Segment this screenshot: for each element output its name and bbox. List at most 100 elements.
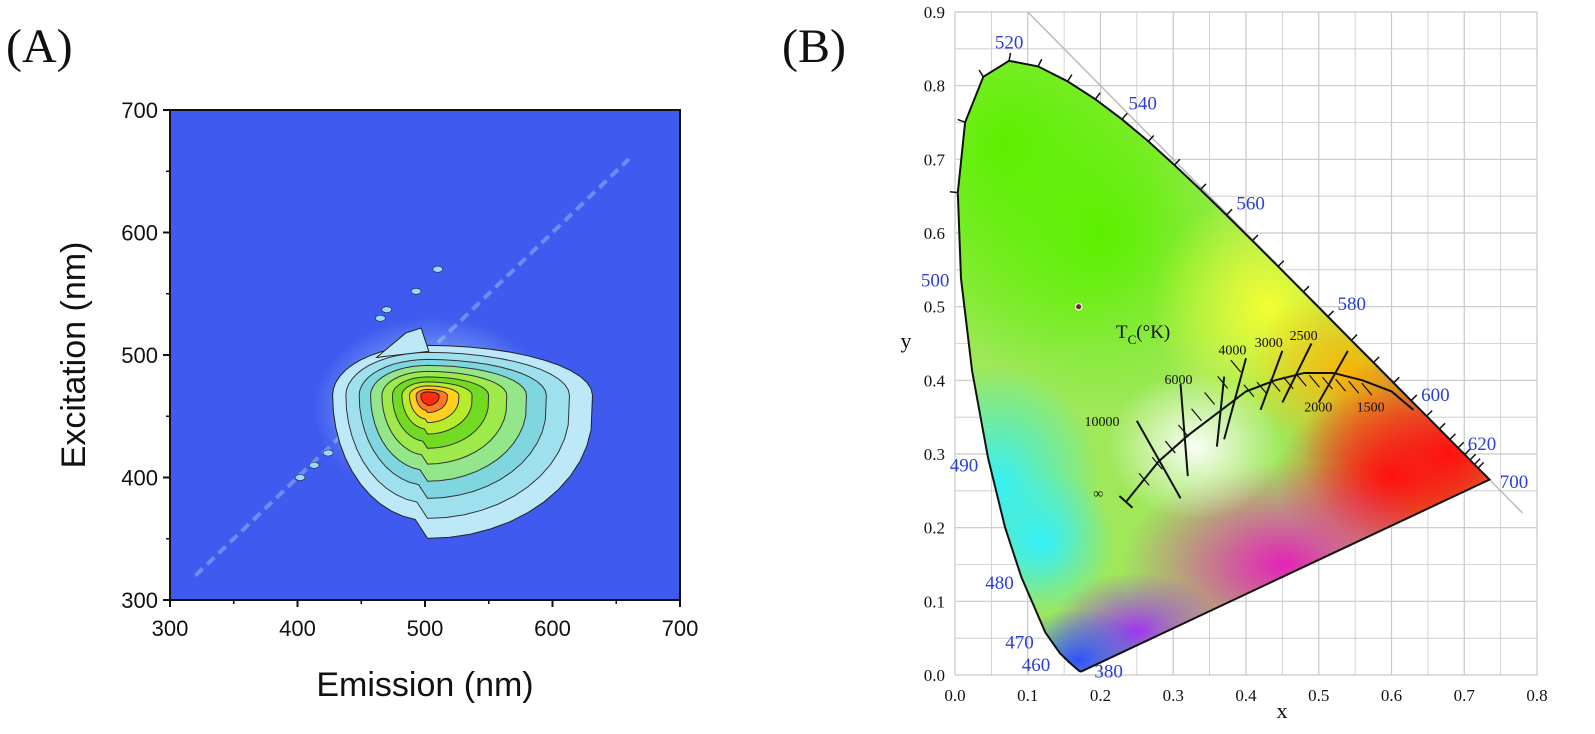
locus-tick — [1225, 208, 1233, 216]
locus-tick — [1173, 158, 1181, 166]
locus-tick — [1277, 260, 1285, 267]
locus-tick — [1464, 448, 1471, 456]
cct-label: 3000 — [1255, 336, 1283, 351]
scatter-island — [381, 306, 393, 313]
cie-y-tick-label: 0.6 — [924, 224, 945, 243]
planck-tick — [1243, 384, 1255, 398]
cct-label: 4000 — [1218, 344, 1246, 359]
wavelength-label: 470 — [1005, 632, 1033, 653]
planck-tick — [1348, 380, 1360, 394]
wavelength-label: 600 — [1421, 385, 1450, 406]
locus-tick — [1449, 433, 1456, 441]
scatter-island — [375, 314, 386, 322]
isotherm-line — [1223, 357, 1247, 440]
locus-tick — [1438, 422, 1446, 430]
cie-y-tick-label: 0.2 — [924, 519, 945, 538]
wavelength-label: 460 — [1022, 655, 1051, 676]
wavelength-label: 480 — [985, 573, 1014, 594]
cie-x-tick-label: 0.1 — [1017, 686, 1038, 705]
cie-y-tick-label: 0.4 — [924, 371, 946, 390]
locus-title: TC(°K) — [1116, 322, 1170, 347]
locus-tick — [1066, 74, 1073, 82]
locus-tick — [1457, 441, 1465, 449]
cie-y-tick-label: 0.5 — [924, 298, 945, 317]
spectral-locus — [949, 52, 1492, 673]
locus-tick — [949, 191, 958, 194]
planck-tick — [1164, 440, 1176, 454]
isotherm-line — [1179, 383, 1189, 477]
planck-tick — [1204, 392, 1216, 405]
cie-y-tick-label: 0.9 — [924, 3, 945, 22]
cct-label: 2500 — [1290, 329, 1318, 344]
planck-tick — [1308, 374, 1320, 388]
wavelength-label: 580 — [1337, 294, 1366, 315]
scatter-island — [294, 474, 306, 481]
wavelength-label: 540 — [1128, 94, 1157, 115]
locus-tick — [1251, 234, 1259, 242]
cie-y-tick-label: 0.7 — [924, 150, 946, 169]
planck-end-cap — [1118, 495, 1134, 509]
wavelength-label: 700 — [1500, 472, 1529, 493]
planck-tick — [1191, 408, 1202, 422]
y-tick-label: 400 — [121, 466, 158, 491]
locus-tick — [1008, 52, 1012, 61]
cie-x-tick-label: 0.2 — [1090, 686, 1111, 705]
chromaticity-point — [1074, 302, 1083, 311]
cct-label: ∞ — [1093, 487, 1103, 502]
locus-tick — [1037, 58, 1043, 67]
wavelength-label: 500 — [921, 271, 950, 292]
x-tick-label: 300 — [152, 616, 189, 641]
locus-tick — [1473, 458, 1481, 465]
locus-tick — [957, 118, 966, 124]
locus-tick — [1327, 310, 1335, 318]
locus-tick — [1393, 376, 1400, 384]
y-tick-label: 700 — [121, 98, 158, 123]
cie-x-tick-label: 0.6 — [1381, 686, 1402, 705]
heatmap-plot — [170, 110, 680, 600]
locus-tick — [1469, 453, 1477, 461]
planck-tick — [1138, 473, 1150, 486]
planckian-locus: 10000 6000 4000 3000 2500 2000 1500 ∞ — [1084, 329, 1414, 509]
x-tick-label: 700 — [662, 616, 699, 641]
cie-x-tick-label: 0.3 — [1163, 686, 1184, 705]
cie-x-tick-label: 0.4 — [1235, 686, 1257, 705]
cie-x-tick-label: 0.0 — [944, 686, 965, 705]
scatter-island — [432, 265, 444, 273]
locus-tick — [1426, 409, 1433, 417]
y-axis-label: Excitation (nm) — [55, 242, 93, 469]
spectral-locus-outline — [956, 59, 1492, 673]
cct-label: 10000 — [1084, 415, 1119, 430]
planck-tick — [1256, 381, 1268, 395]
isotherm-line — [1317, 350, 1349, 403]
y-tick-label: 500 — [121, 343, 158, 368]
isotherm-line — [1136, 420, 1182, 499]
locus-tick — [1302, 285, 1310, 293]
locus-tick — [1094, 92, 1101, 100]
planck-tick — [1361, 382, 1373, 396]
planck-tick — [1322, 376, 1333, 390]
cie-x-tick-label: 0.5 — [1308, 686, 1329, 705]
locus-tick — [1147, 134, 1155, 142]
locus-tick — [1410, 394, 1418, 402]
cie-x-tick-label: 0.8 — [1526, 686, 1547, 705]
locus-tick — [1199, 183, 1207, 191]
isotherm-line — [1259, 350, 1284, 411]
cie-x-axis-label: x — [1277, 698, 1288, 723]
x-tick-label: 400 — [279, 616, 316, 641]
wavelength-label: 620 — [1468, 434, 1497, 455]
cct-label: 6000 — [1165, 373, 1193, 388]
cie-y-tick-label: 0.1 — [924, 592, 945, 611]
contour-tail — [374, 327, 430, 359]
locus-tick — [978, 69, 984, 78]
scatter-island — [410, 287, 422, 295]
panel-b-label: (B) — [782, 20, 846, 73]
cct-label: 1500 — [1357, 400, 1385, 415]
panel-a: (A) 300 400 500 600 700 300 400 500 600 700 Emiss… — [6, 20, 698, 704]
panel-b: (B) 10000 6000 4000 3000 2500 2000 1500 ∞ 380 46… — [782, 3, 1548, 723]
x-tick-label: 600 — [534, 616, 571, 641]
cie-y-tick-label: 0.8 — [924, 77, 945, 96]
panel-a-label: (A) — [6, 20, 73, 73]
y-tick-label: 300 — [121, 588, 158, 613]
heatmap-axes: 300 400 500 600 700 300 400 500 600 700 — [121, 98, 698, 641]
